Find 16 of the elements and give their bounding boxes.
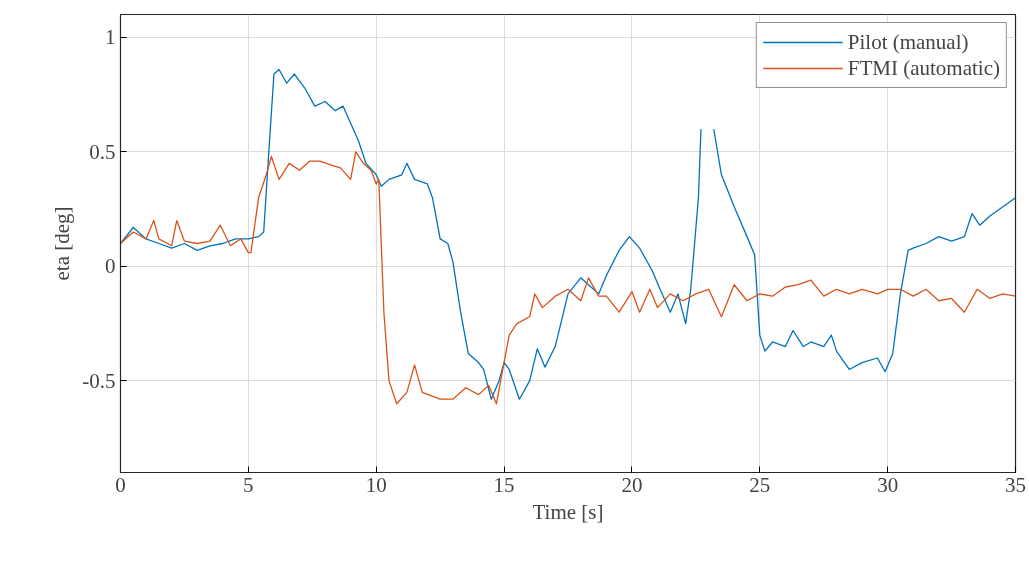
y-tick-label: 1: [105, 25, 116, 50]
legend-label: Pilot (manual): [847, 29, 969, 55]
y-axis-title: eta [deg]: [50, 206, 75, 281]
x-tick-label: 25: [749, 472, 771, 497]
x-tick-label: 15: [493, 472, 515, 497]
y-tick-label: -0.5: [82, 368, 116, 393]
legend-label: FTMI (automatic): [847, 55, 1000, 81]
x-tick-label: 5: [243, 472, 254, 497]
x-tick-label: 10: [365, 472, 387, 497]
y-tick-label: 0.5: [89, 139, 116, 164]
x-tick-label: 20: [621, 472, 643, 497]
x-axis-title: Time [s]: [532, 499, 604, 524]
y-tick-label: 0: [105, 254, 116, 279]
x-tick-label: 35: [1005, 472, 1026, 497]
line-series: [120, 151, 1016, 405]
x-tick-label: 30: [877, 472, 899, 497]
